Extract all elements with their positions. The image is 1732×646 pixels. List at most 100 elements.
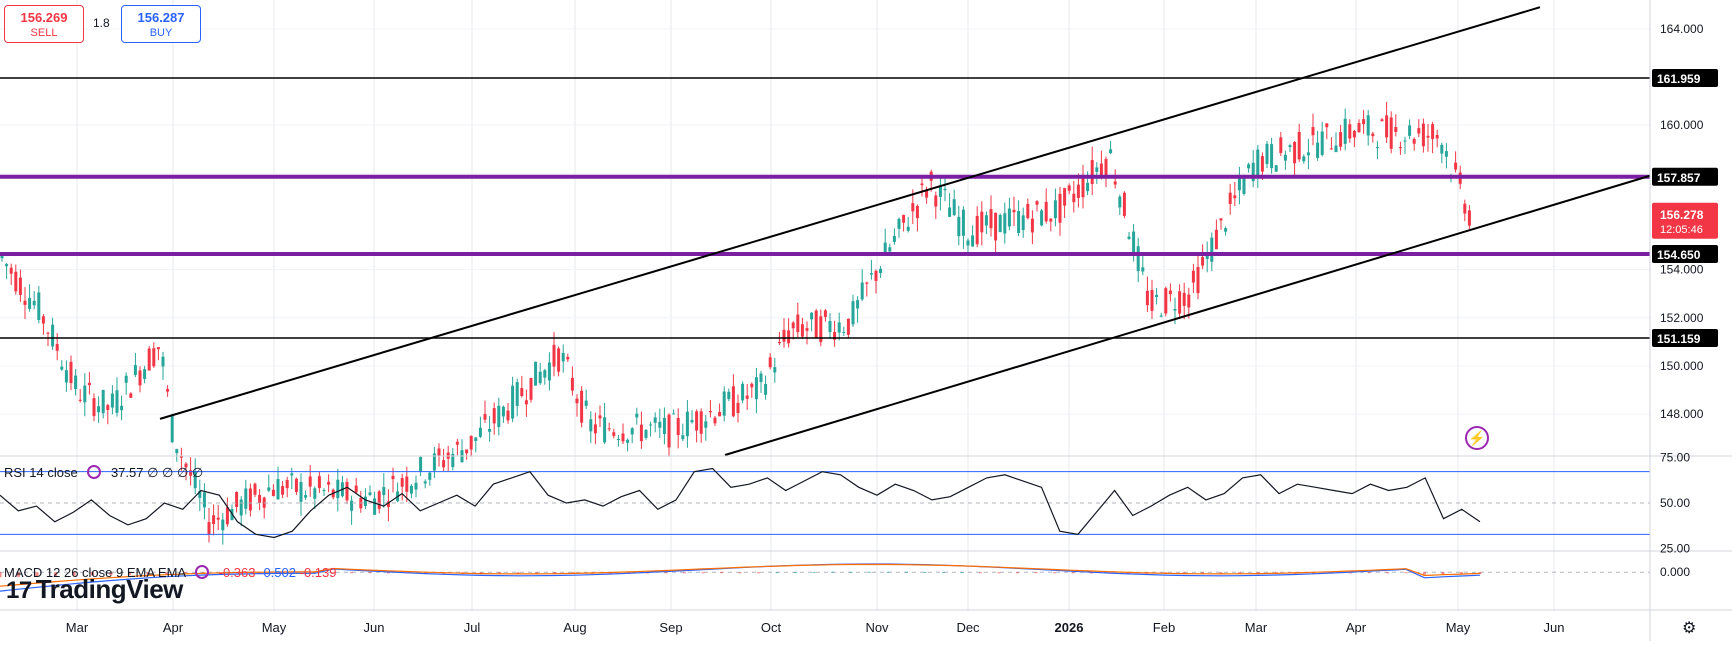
candle-body [1440, 144, 1444, 154]
candle-body [1099, 163, 1103, 176]
candle-body [1210, 237, 1214, 262]
buy-button[interactable]: 156.287 BUY [121, 5, 201, 43]
candle-body [612, 432, 616, 436]
time-tick-label: Sep [659, 620, 682, 635]
candle-body [9, 267, 13, 274]
candle-body [207, 522, 211, 535]
candle-body [308, 476, 312, 487]
candle-body [690, 420, 694, 423]
gear-icon[interactable]: ⚙ [1682, 620, 1697, 637]
candle-body [547, 362, 551, 381]
candle-body [879, 268, 883, 274]
histogram-bar [1053, 572, 1056, 574]
settings-icon[interactable] [194, 565, 209, 579]
candle-body [1297, 131, 1301, 160]
candle-body [28, 298, 32, 309]
candle-body [1003, 213, 1007, 234]
histogram-bar [165, 572, 168, 575]
candle-body [741, 383, 745, 401]
candle-body [1159, 315, 1163, 317]
candle-body [511, 385, 515, 419]
candle-body [1237, 177, 1241, 191]
settings-icon[interactable] [87, 465, 102, 479]
histogram-bar [183, 572, 187, 575]
candle-body [322, 490, 326, 492]
time-tick-label: Jul [464, 620, 481, 635]
time-tick-label: May [1446, 620, 1471, 635]
candle-body [0, 255, 4, 259]
candle-body [718, 412, 722, 417]
histogram-bar [664, 572, 668, 574]
candle-body [552, 344, 556, 367]
candle-body [60, 366, 64, 370]
lightning-icon[interactable]: ⚡ [1465, 426, 1489, 450]
histogram-bar [905, 571, 908, 573]
candle-body [805, 328, 809, 331]
candle-body [271, 489, 275, 496]
candle-body [823, 310, 827, 317]
candle-body [1444, 151, 1448, 157]
price-tick-label: 164.000 [1660, 22, 1704, 36]
candle-body [1049, 218, 1053, 222]
candle-body [616, 439, 620, 441]
candle-body [1274, 165, 1278, 172]
histogram-bar [1367, 572, 1371, 574]
time-tick-label: Jun [364, 620, 385, 635]
candle-body [846, 318, 850, 335]
sell-price: 156.269 [20, 10, 68, 25]
candle-body [621, 433, 625, 442]
candle-body [810, 312, 814, 320]
candle-body [373, 498, 377, 515]
candle-body [92, 398, 96, 416]
histogram-bar [868, 571, 871, 573]
candle-body [184, 463, 188, 468]
level-badge-label: 157.857 [1657, 171, 1701, 185]
time-tick-label: Aug [563, 620, 586, 635]
candle-body [74, 375, 78, 390]
histogram-bar [1349, 572, 1352, 574]
candle-body [465, 449, 469, 454]
sell-button[interactable]: 156.269 SELL [4, 5, 84, 43]
time-tick-label: Jun [1544, 620, 1565, 635]
histogram-bar [257, 572, 261, 574]
candle-body [851, 301, 855, 325]
candle-body [83, 385, 87, 403]
time-tick-label: Mar [66, 620, 89, 635]
candle-body [483, 414, 487, 420]
candle-body [386, 501, 390, 507]
candle-body [419, 457, 423, 472]
candle-body [1293, 141, 1297, 164]
candle-body [745, 395, 749, 399]
level-badge [1652, 244, 1718, 263]
candle-body [635, 413, 639, 418]
candle-body [897, 218, 901, 229]
rsi-line [0, 467, 1481, 539]
candle-body [681, 435, 685, 440]
candle-body [1168, 290, 1172, 295]
candle-body [170, 415, 174, 443]
candle-body [193, 471, 197, 489]
histogram-bar [368, 572, 372, 574]
candle-body [5, 264, 9, 267]
macd-legend[interactable]: MACD 12 26 close 9 EMA EMA -0.363 -0.502… [4, 565, 336, 580]
histogram-bar [331, 572, 335, 574]
candle-body [1196, 266, 1200, 294]
rsi-legend[interactable]: RSI 14 close 37.57 ∅ ∅ ∅ ∅ [4, 465, 203, 481]
histogram-bar [0, 572, 2, 578]
price-tick-label: 160.000 [1660, 118, 1704, 132]
candle-body [1021, 215, 1025, 231]
candle-body [1122, 192, 1126, 216]
tradingview-logo[interactable]: 17 TradingView [6, 574, 183, 605]
time-tick-label: May [262, 620, 287, 635]
candle-body [1141, 267, 1145, 272]
candle-body [1182, 292, 1186, 306]
candle-body [239, 499, 243, 516]
candle-body [538, 371, 542, 384]
candle-body [1214, 229, 1218, 250]
candle-body [1283, 154, 1287, 161]
candle-body [984, 215, 988, 226]
candle-body [1380, 119, 1384, 122]
price-tick-label: 150.000 [1660, 359, 1704, 373]
